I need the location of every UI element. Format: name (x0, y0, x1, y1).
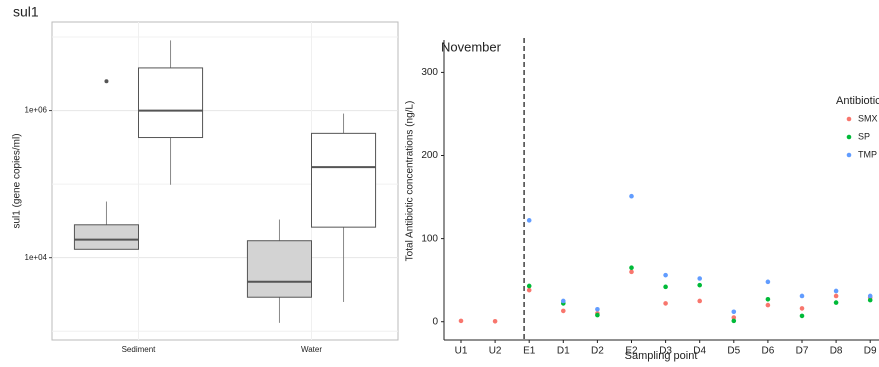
point (663, 301, 668, 306)
y-axis-label: Total Antibiotic concentrations (ng/L) (405, 101, 416, 262)
x-tick-label: Water (301, 345, 322, 354)
x-tick-label: Sediment (122, 345, 157, 354)
x-tick-label: D9 (864, 346, 877, 357)
point (799, 306, 805, 311)
point (595, 312, 600, 318)
legend-marker (846, 116, 852, 122)
point (867, 293, 873, 299)
y-tick-label: 200 (421, 150, 438, 161)
point (765, 279, 771, 285)
point (629, 193, 634, 199)
box (311, 132, 377, 228)
y-tick-label: 1e+04 (25, 253, 48, 262)
point (561, 298, 566, 304)
point (697, 282, 702, 288)
point (492, 319, 498, 324)
box (138, 67, 204, 139)
legend-label: SP (858, 131, 870, 141)
point (629, 269, 634, 275)
box (73, 224, 139, 250)
point (526, 287, 532, 293)
x-tick-label: E2 (625, 346, 638, 357)
x-tick-label: E1 (523, 346, 536, 357)
legend-label: TMP (858, 149, 877, 159)
point (799, 293, 805, 299)
point (697, 276, 702, 281)
x-tick-label: D8 (830, 346, 843, 357)
chart-title: sul1 (13, 4, 39, 20)
x-tick-label: D6 (762, 346, 775, 357)
point (799, 313, 805, 319)
y-tick-label: 300 (421, 67, 438, 78)
x-tick-label: D4 (693, 346, 706, 357)
point (731, 309, 737, 315)
y-tick-label: 1e+06 (25, 106, 48, 115)
point (731, 318, 737, 324)
point (833, 288, 839, 294)
point (867, 297, 873, 303)
legend-label: SMX (858, 113, 878, 123)
point (765, 296, 771, 302)
point (765, 302, 771, 308)
outlier (104, 79, 109, 84)
x-tick-label: D1 (557, 346, 570, 357)
point (731, 315, 737, 320)
point (629, 265, 634, 271)
legend-title: Antibiotic (836, 95, 879, 107)
point (561, 308, 566, 314)
point (833, 300, 839, 305)
x-tick-label: D5 (727, 346, 740, 357)
x-tick-label: D3 (659, 346, 672, 357)
legend-marker (846, 134, 852, 140)
point (697, 298, 702, 304)
point (458, 318, 464, 324)
point (663, 284, 668, 290)
point (526, 283, 532, 289)
y-tick-label: 100 (421, 233, 438, 244)
y-tick-label: 0 (432, 316, 438, 327)
x-tick-label: U1 (455, 346, 468, 357)
point (526, 218, 532, 223)
legend-marker (846, 152, 852, 158)
x-tick-label: D2 (591, 346, 604, 357)
point (595, 306, 600, 312)
annotation: November (441, 39, 502, 54)
y-axis-label: sul1 (gene copies/ml) (12, 133, 23, 228)
x-tick-label: D7 (796, 346, 809, 357)
x-tick-label: U2 (489, 346, 502, 357)
x-axis-label: Sampling point (625, 350, 698, 362)
box (246, 240, 312, 298)
point (663, 272, 668, 278)
point (833, 293, 839, 299)
